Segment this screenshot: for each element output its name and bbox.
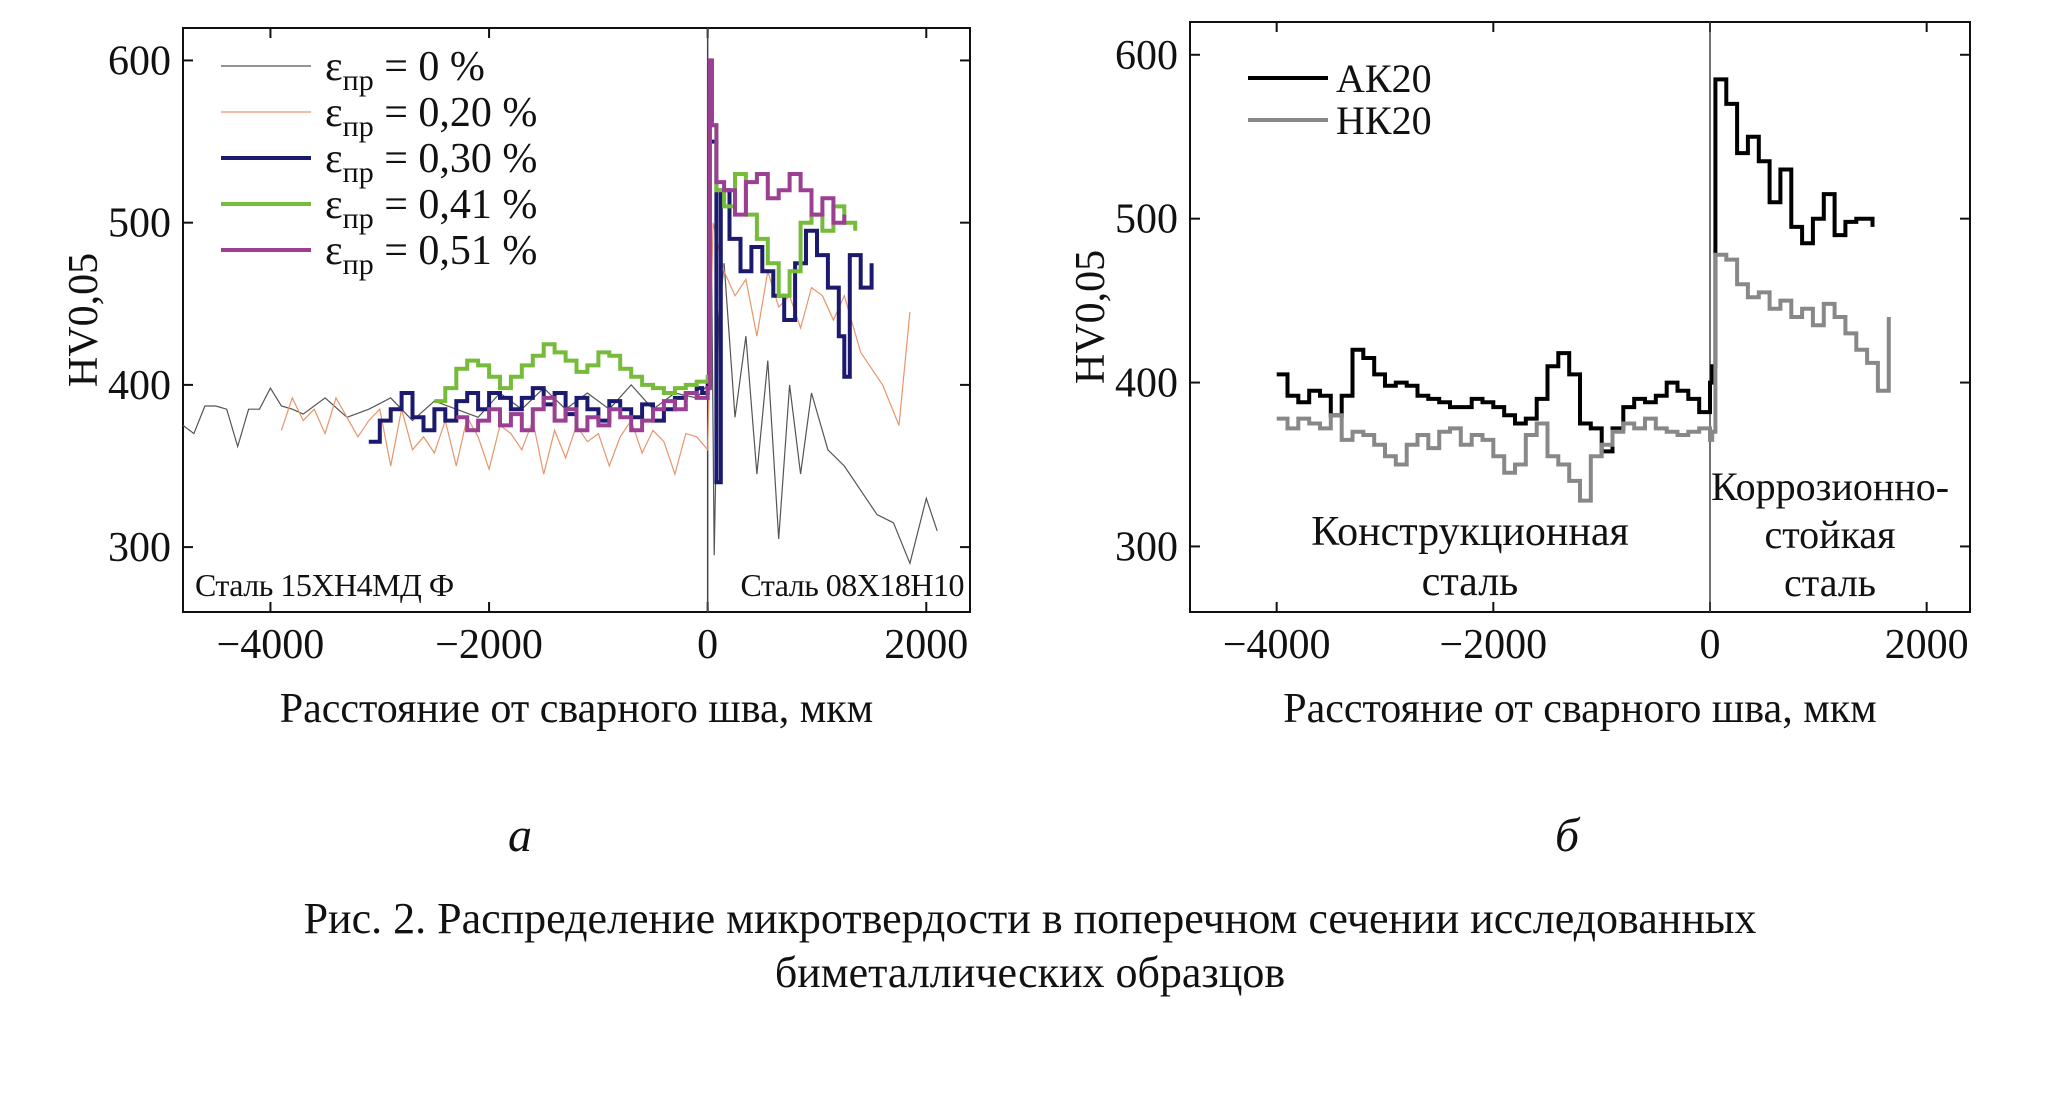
- series-line: [1276, 77, 1875, 454]
- series-line: [182, 190, 938, 566]
- chart-panel-a: −4000 −2000 0 2000 300 400 500 600 Расстояние от…: [61, 27, 971, 732]
- annotation-structural-steel-line1: Конструкционная: [1311, 509, 1629, 555]
- legend-entry: εпр = 0 %: [325, 44, 485, 97]
- legend-entry: εпр = 0,20 %: [325, 90, 537, 143]
- annotation-stainless-steel-line1: Коррозионно-: [1711, 464, 1949, 509]
- annotation-structural-steel-line2: сталь: [1422, 559, 1519, 605]
- annotation-stainless-steel-line2: стойкая: [1764, 512, 1895, 557]
- panel-label-a: а: [508, 809, 532, 862]
- x-tick-label: 0: [697, 622, 718, 668]
- figure-caption-line-2: биметаллических образцов: [774, 948, 1286, 997]
- figure-caption-line-1: Рис. 2. Распределение микротвердости в п…: [303, 894, 1757, 943]
- annotation-stainless-steel-line3: сталь: [1784, 560, 1876, 605]
- legend-entry: εпр = 0,51 %: [325, 228, 537, 281]
- y-tick-label: 600: [108, 38, 171, 84]
- x-tick-label: −2000: [435, 622, 543, 668]
- chart-panel-b: −4000 −2000 0 2000 300 400 500 600 Расстояние от…: [1068, 21, 1971, 732]
- y-tick-label: 300: [1115, 524, 1178, 570]
- y-tick-label: 500: [1115, 197, 1178, 243]
- steel-label-right: Сталь 08Х18Н10: [740, 567, 964, 603]
- plot-frame: [1189, 21, 1971, 613]
- x-axis-label: Расстояние от сварного шва, мкм: [1283, 686, 1877, 732]
- series-line: [456, 58, 847, 433]
- legend-entry: НК20: [1336, 98, 1432, 143]
- series-line: [368, 139, 874, 485]
- x-tick-label: −4000: [1223, 622, 1331, 668]
- legend-entry: εпр = 0,30 %: [325, 136, 537, 189]
- legend-entry: АК20: [1336, 56, 1432, 101]
- steel-label-left: Сталь 15ХН4МД Ф: [195, 567, 454, 603]
- y-tick-label: 400: [1115, 361, 1178, 407]
- x-tick-label: 2000: [1885, 622, 1969, 668]
- x-axis-label: Расстояние от сварного шва, мкм: [280, 686, 874, 732]
- y-axis-label: HV0,05: [1068, 250, 1114, 384]
- y-axis-label: HV0,05: [61, 253, 107, 387]
- y-tick-label: 300: [108, 525, 171, 571]
- series-line: [434, 90, 858, 404]
- x-tick-label: 0: [1700, 622, 1721, 668]
- y-tick-label: 400: [108, 363, 171, 409]
- legend-entry: εпр = 0,41 %: [325, 182, 537, 235]
- x-tick-label: 2000: [884, 622, 968, 668]
- y-tick-label: 600: [1115, 33, 1178, 79]
- plot-frame: [182, 27, 971, 613]
- panel-label-b: б: [1555, 809, 1580, 862]
- series-line: [1276, 252, 1891, 503]
- x-tick-label: −2000: [1439, 622, 1547, 668]
- x-tick-label: −4000: [217, 622, 325, 668]
- y-tick-label: 500: [108, 201, 171, 247]
